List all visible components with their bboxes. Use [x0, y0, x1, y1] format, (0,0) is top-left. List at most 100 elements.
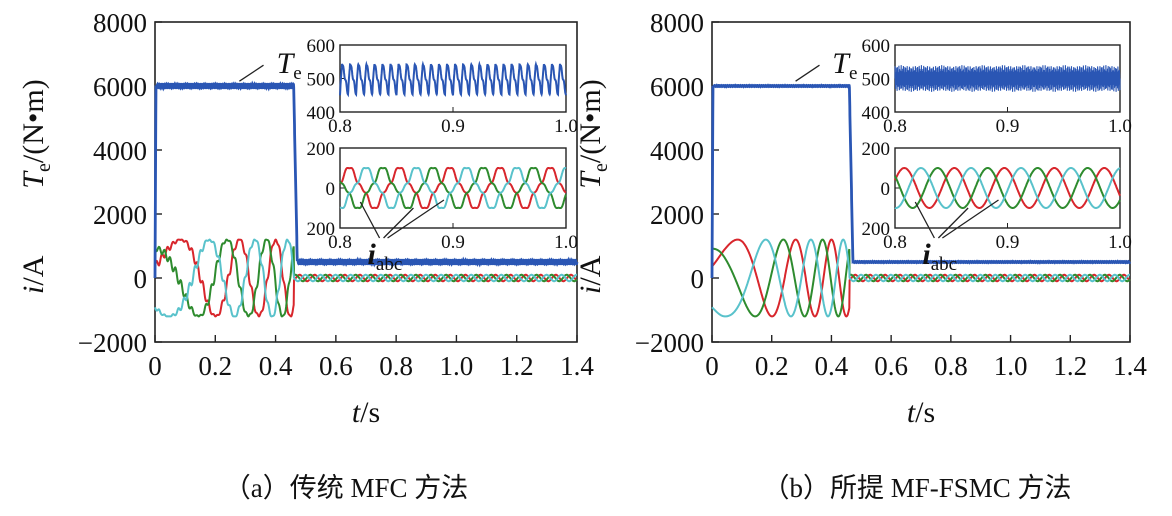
x-tick-label: 0 [705, 351, 719, 381]
torque-annotation: Te [832, 47, 857, 84]
x-tick-label: 1.4 [1113, 351, 1147, 381]
y-axis-label-var: i [17, 286, 50, 294]
y-tick-label: 6000 [93, 72, 147, 102]
current-annotation-pointer [387, 199, 445, 239]
inset-current-x-tick: 0.8 [883, 232, 907, 253]
x-axis-label: t/s [907, 396, 935, 429]
x-tick-label: 0.8 [934, 351, 968, 381]
y-axis-label-unit: /A [574, 255, 607, 285]
current-annotation-sub: abc [931, 254, 957, 275]
inset-torque-y-tick: 500 [307, 70, 336, 91]
inset-torque-x-tick: 0.8 [328, 116, 352, 137]
x-tick-label: 1.0 [440, 351, 474, 381]
current-annotation: iabc [368, 238, 403, 275]
current-phase-c [154, 238, 577, 318]
y-tick-label: −2000 [78, 328, 147, 358]
y-tick-label: 8000 [650, 8, 704, 38]
inset-current-phase-c [894, 167, 1121, 209]
inset-torque-y-tick: 500 [862, 70, 891, 91]
current-annotation-pointer [359, 201, 381, 239]
inset-current-y-tick: 0 [881, 179, 891, 200]
inset-torque-x-tick: 1.0 [1108, 116, 1132, 137]
torque-annotation-pointer [795, 64, 820, 82]
inset-current-y-tick: 200 [307, 219, 336, 240]
inset-torque-line [894, 65, 1121, 92]
y-axis-label-torque: Te/(N•m) [17, 79, 55, 188]
inset-current-phase-a [894, 167, 1121, 209]
y-tick-label: 2000 [650, 200, 704, 230]
y-axis-label-unit: /(N•m) [17, 79, 50, 163]
y-tick-label: 4000 [650, 136, 704, 166]
inset-current-x-tick: 1.0 [1108, 232, 1132, 253]
inset-torque-line [339, 60, 567, 98]
y-tick-label: 8000 [93, 8, 147, 38]
inset-current-y-tick: 200 [862, 139, 891, 160]
inset-current-x-tick: 0.8 [328, 232, 352, 253]
inset-current-x-tick: 1.0 [554, 232, 578, 253]
torque-annotation-var: T [832, 47, 851, 80]
inset-current-phase-b [894, 167, 1121, 209]
x-axis-label-var: t [907, 396, 916, 429]
current-phase-b [154, 238, 578, 318]
current-annotation-pointer [914, 201, 935, 239]
torque-annotation: Te [277, 47, 302, 84]
current-annotation-pointer [383, 207, 414, 239]
torque-annotation-sub: e [293, 63, 301, 84]
current-annotation-var: i [922, 238, 931, 271]
x-axis-label-unit: /s [915, 396, 935, 429]
torque-annotation-pointer [239, 64, 264, 82]
x-tick-label: 0.6 [319, 351, 353, 381]
x-axis-label: t/s [352, 396, 380, 429]
current-annotation-pointer [937, 207, 969, 239]
y-axis-label-current: i/A [574, 255, 607, 294]
inset-current-y-tick: 200 [307, 139, 336, 160]
y-axis-label-var: i [574, 286, 607, 294]
inset-torque-y-tick: 400 [862, 103, 891, 124]
inset-torque-x-tick: 0.9 [441, 116, 465, 137]
y-tick-label: 2000 [93, 200, 147, 230]
y-axis-label-sub: e [590, 163, 612, 172]
inset-torque-x-tick: 0.8 [883, 116, 907, 137]
inset-torque-y-tick: 600 [862, 36, 891, 57]
panel-b: 0 0.2 0.4 0.6 0.8 1.0 1.2 1.4−20000200040006000… [574, 8, 1147, 503]
current-annotation-sub: abc [376, 254, 402, 275]
x-tick-label: 1.0 [994, 351, 1028, 381]
inset-torque-y-tick: 600 [307, 36, 336, 57]
panel-caption: （a）传统 MFC 方法 [224, 473, 469, 503]
x-tick-label: 1.4 [560, 351, 594, 381]
inset-current-y-tick: 200 [862, 219, 891, 240]
y-axis-label-torque: Te/(N•m) [574, 79, 612, 188]
x-tick-label: 0 [148, 351, 162, 381]
x-tick-label: 1.2 [1053, 351, 1087, 381]
y-tick-label: 4000 [93, 136, 147, 166]
x-tick-label: 0.4 [259, 351, 293, 381]
x-tick-label: 0.8 [379, 351, 413, 381]
current-annotation-var: i [368, 238, 377, 271]
inset-torque-x-tick: 1.0 [554, 116, 578, 137]
x-axis-label-unit: /s [360, 396, 380, 429]
panel-caption: （b）所提 MF-FSMC 方法 [762, 473, 1071, 503]
y-axis-label-var: T [574, 170, 607, 189]
x-tick-label: 0.6 [874, 351, 908, 381]
x-tick-label: 0.4 [815, 351, 849, 381]
inset-current-y-tick: 0 [326, 179, 336, 200]
y-tick-label: 0 [134, 264, 148, 294]
y-axis-label-current: i/A [17, 255, 50, 294]
x-tick-label: 0.2 [755, 351, 789, 381]
inset-current-phase-c [339, 166, 567, 210]
inset-current-phase-a [339, 166, 567, 209]
torque-line [153, 80, 579, 279]
current-phase-b [712, 238, 1131, 318]
y-axis-label-var: T [17, 170, 50, 189]
inset-current-phase-b [339, 166, 567, 210]
y-tick-label: −2000 [635, 328, 704, 358]
y-tick-label: 6000 [650, 72, 704, 102]
inset-torque-y-tick: 400 [307, 103, 336, 124]
torque-annotation-var: T [277, 47, 296, 80]
y-axis-label-unit: /(N•m) [574, 79, 607, 163]
inset-current-x-tick: 0.9 [441, 232, 465, 253]
y-tick-label: 0 [691, 264, 705, 294]
inset-current-x-tick: 0.9 [996, 232, 1020, 253]
torque-line [710, 83, 1132, 279]
